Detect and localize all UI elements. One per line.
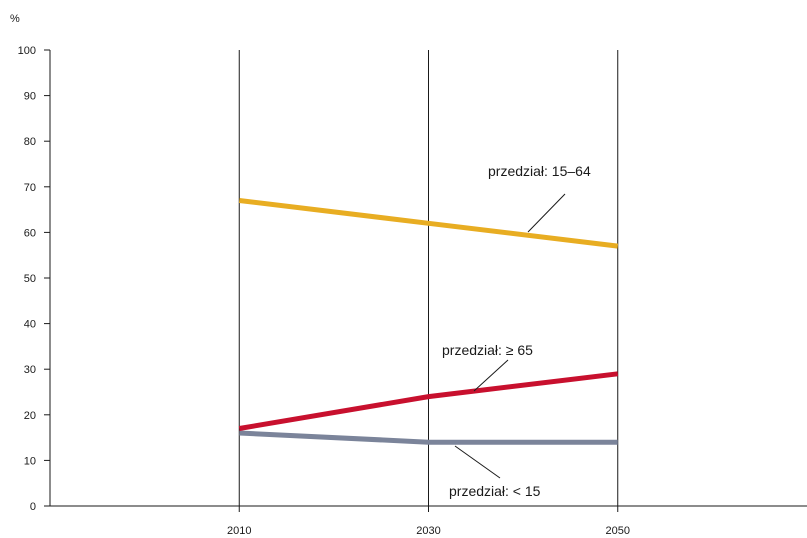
- annotation-label-under-15: przedział: < 15: [449, 483, 541, 499]
- y-tick-label: 90: [24, 91, 36, 103]
- x-tick-label: 2030: [416, 525, 440, 537]
- y-tick-label: 80: [24, 136, 36, 148]
- y-axis-ticks: 0 10 20 30 40 50 60 70 80 90 100: [18, 45, 50, 513]
- x-axis-ticks: 2010 2030 2050: [227, 506, 630, 537]
- annotation-label-65-plus: przedział: ≥ 65: [442, 342, 533, 358]
- x-tick-label: 2010: [227, 525, 251, 537]
- y-tick-label: 0: [30, 501, 36, 513]
- y-tick-label: 70: [24, 182, 36, 194]
- annotation-leader-15-64: [528, 194, 565, 232]
- annotation-label-15-64: przedział: 15–64: [488, 163, 591, 179]
- annotations: przedział: 15–64 przedział: ≥ 65 przedzi…: [442, 163, 591, 499]
- y-tick-label: 10: [24, 455, 36, 467]
- annotation-leader-under-15: [455, 446, 500, 478]
- y-tick-label: 100: [18, 45, 36, 57]
- y-tick-label: 30: [24, 364, 36, 376]
- y-tick-label: 40: [24, 319, 36, 331]
- y-tick-label: 50: [24, 273, 36, 285]
- y-tick-label: 20: [24, 410, 36, 422]
- unit-label: %: [10, 13, 20, 25]
- y-tick-label: 60: [24, 227, 36, 239]
- x-tick-label: 2050: [606, 525, 630, 537]
